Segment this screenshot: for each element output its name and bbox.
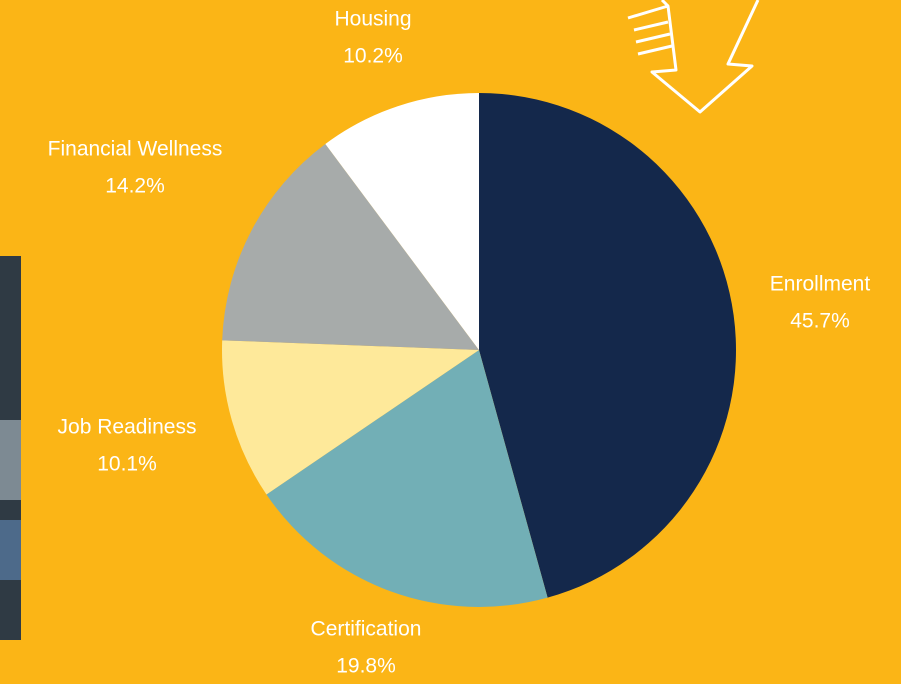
slice-value-label: 10.1% xyxy=(97,453,157,476)
slice-value-label: 45.7% xyxy=(790,310,850,333)
slice-value-label: 19.8% xyxy=(336,655,396,678)
slice-label: Certification xyxy=(311,618,422,641)
slice-value-label: 10.2% xyxy=(343,45,403,68)
slice-label: Job Readiness xyxy=(58,416,197,439)
pie-slice xyxy=(266,350,548,608)
photo xyxy=(0,256,21,640)
slice-label: Enrollment xyxy=(770,273,871,296)
pie-slice xyxy=(325,93,479,350)
slice-value-label: 14.2% xyxy=(105,175,165,198)
slice-label: Financial Wellness xyxy=(48,138,223,161)
pie xyxy=(221,93,737,608)
arrow-doodle xyxy=(627,0,760,114)
pie-slice xyxy=(222,143,479,350)
pie-slice xyxy=(221,340,479,495)
pie-slice xyxy=(479,93,737,598)
slice-label: Housing xyxy=(334,8,411,31)
